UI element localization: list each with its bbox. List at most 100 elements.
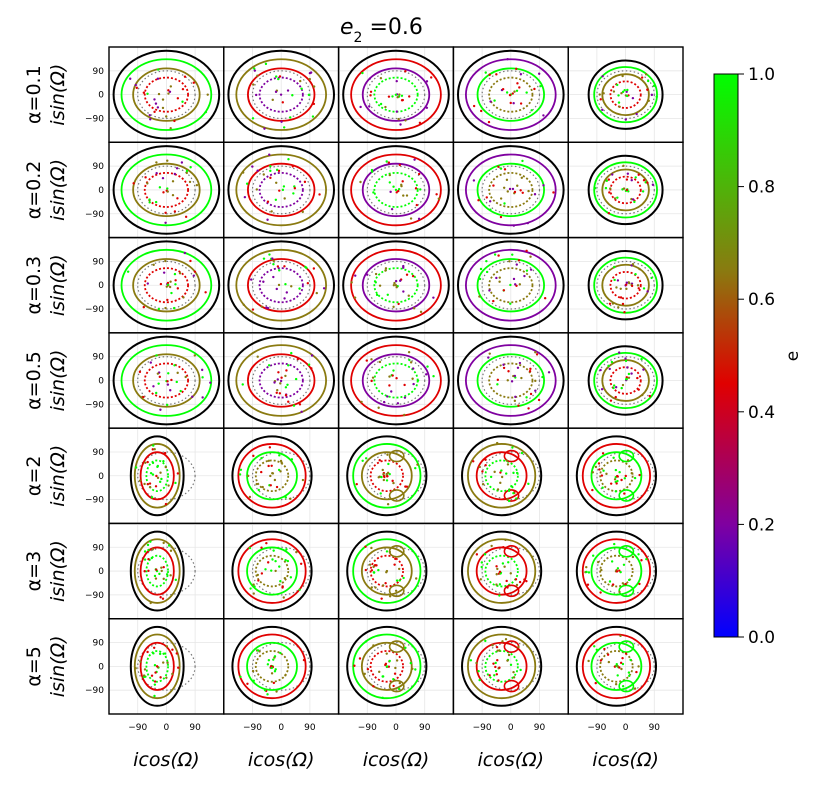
scatter-point (619, 570, 622, 574)
scatter-point (143, 668, 147, 671)
scatter-point (478, 678, 481, 682)
boundary-curve (231, 625, 313, 707)
scatter-point (403, 413, 406, 417)
scatter-point (397, 187, 401, 191)
orbit-curve (120, 58, 213, 131)
scatter-point (638, 582, 641, 586)
scatter-point (547, 371, 551, 374)
orbit-curve (247, 353, 316, 408)
scatter-point (487, 356, 490, 359)
scatter-point (156, 77, 160, 80)
scatter-point (152, 646, 156, 649)
scatter-point (613, 265, 616, 269)
scatter-point (161, 176, 165, 180)
scatter-point (469, 659, 473, 662)
scatter-point (252, 592, 255, 595)
scatter-point (624, 357, 627, 360)
scatter-point (256, 649, 260, 652)
scatter-point (287, 364, 290, 367)
scatter-point (505, 178, 509, 182)
scatter-point (143, 558, 147, 561)
scatter-point (514, 283, 517, 286)
scatter-point (310, 354, 314, 357)
scatter-point (278, 392, 282, 395)
scatter-point (175, 652, 178, 655)
row-label: α=0.1 (23, 65, 45, 124)
x-axis-label: icos(Ω) (133, 749, 200, 771)
scatter-point (165, 645, 169, 648)
scatter-point (370, 358, 373, 361)
scatter-point (155, 474, 158, 478)
scatter-point (291, 94, 294, 97)
scatter-point (501, 562, 505, 565)
boundary-curve (456, 335, 565, 426)
scatter-point (392, 369, 395, 372)
scatter-point (619, 661, 623, 665)
scatter-point (277, 468, 281, 472)
scatter-point (164, 211, 167, 214)
scatter-point (493, 253, 497, 256)
orbit-curve (258, 362, 304, 399)
scatter-point (275, 181, 278, 184)
reference-circle (366, 70, 426, 120)
orbit-curve (590, 641, 643, 691)
scatter-point (595, 648, 599, 651)
scatter-point (627, 372, 631, 376)
scatter-point (279, 93, 283, 96)
scatter-point (511, 92, 514, 95)
scatter-point (392, 684, 395, 688)
scatter-point (267, 464, 270, 468)
scatter-point (483, 553, 487, 556)
boundary-curve (346, 625, 428, 707)
x-tick-label: 0 (623, 723, 629, 733)
scatter-point (278, 189, 281, 192)
scatter-point (253, 67, 256, 70)
orbit-curve (143, 76, 189, 113)
scatter-point (155, 568, 158, 571)
scatter-point (646, 290, 649, 293)
reference-circle (137, 546, 196, 596)
scatter-point (505, 91, 509, 94)
scatter-point (147, 569, 150, 573)
scatter-point (149, 361, 152, 364)
scatter-point (398, 93, 401, 96)
scatter-point (495, 73, 498, 76)
scatter-point (268, 446, 272, 449)
scatter-point (160, 477, 163, 481)
scatter-point (627, 281, 631, 285)
reference-circle (137, 451, 196, 501)
x-tick-label: 0 (278, 723, 284, 733)
scatter-point (274, 569, 277, 573)
scatter-point (282, 126, 286, 129)
scatter-point (604, 186, 608, 190)
scatter-point (614, 683, 618, 686)
scatter-point (488, 73, 491, 76)
scatter-point (158, 186, 162, 189)
scatter-point (397, 302, 400, 306)
scatter-point (392, 284, 396, 287)
scatter-point (386, 471, 390, 475)
scatter-point (481, 482, 485, 486)
scatter-point (263, 127, 266, 130)
scatter-point (270, 464, 273, 467)
orbit-curve (132, 67, 201, 122)
scatter-point (613, 478, 617, 481)
scatter-point (148, 113, 151, 117)
scatter-point (262, 280, 265, 283)
scatter-point (393, 563, 396, 566)
scatter-point (496, 378, 500, 382)
scatter-point (383, 475, 386, 479)
scatter-point (621, 90, 625, 94)
scatter-point (637, 553, 640, 556)
scatter-point (242, 303, 245, 306)
scatter-point (146, 482, 150, 486)
scatter-point (620, 386, 623, 390)
scatter-point (397, 117, 400, 121)
scatter-point (279, 651, 282, 655)
boundary-curve (342, 240, 450, 331)
scatter-point (499, 215, 503, 219)
scatter-point (286, 89, 290, 92)
scatter-point (260, 572, 264, 575)
scatter-point (593, 645, 596, 648)
colorbar-tick-label: 0.8 (748, 178, 775, 198)
